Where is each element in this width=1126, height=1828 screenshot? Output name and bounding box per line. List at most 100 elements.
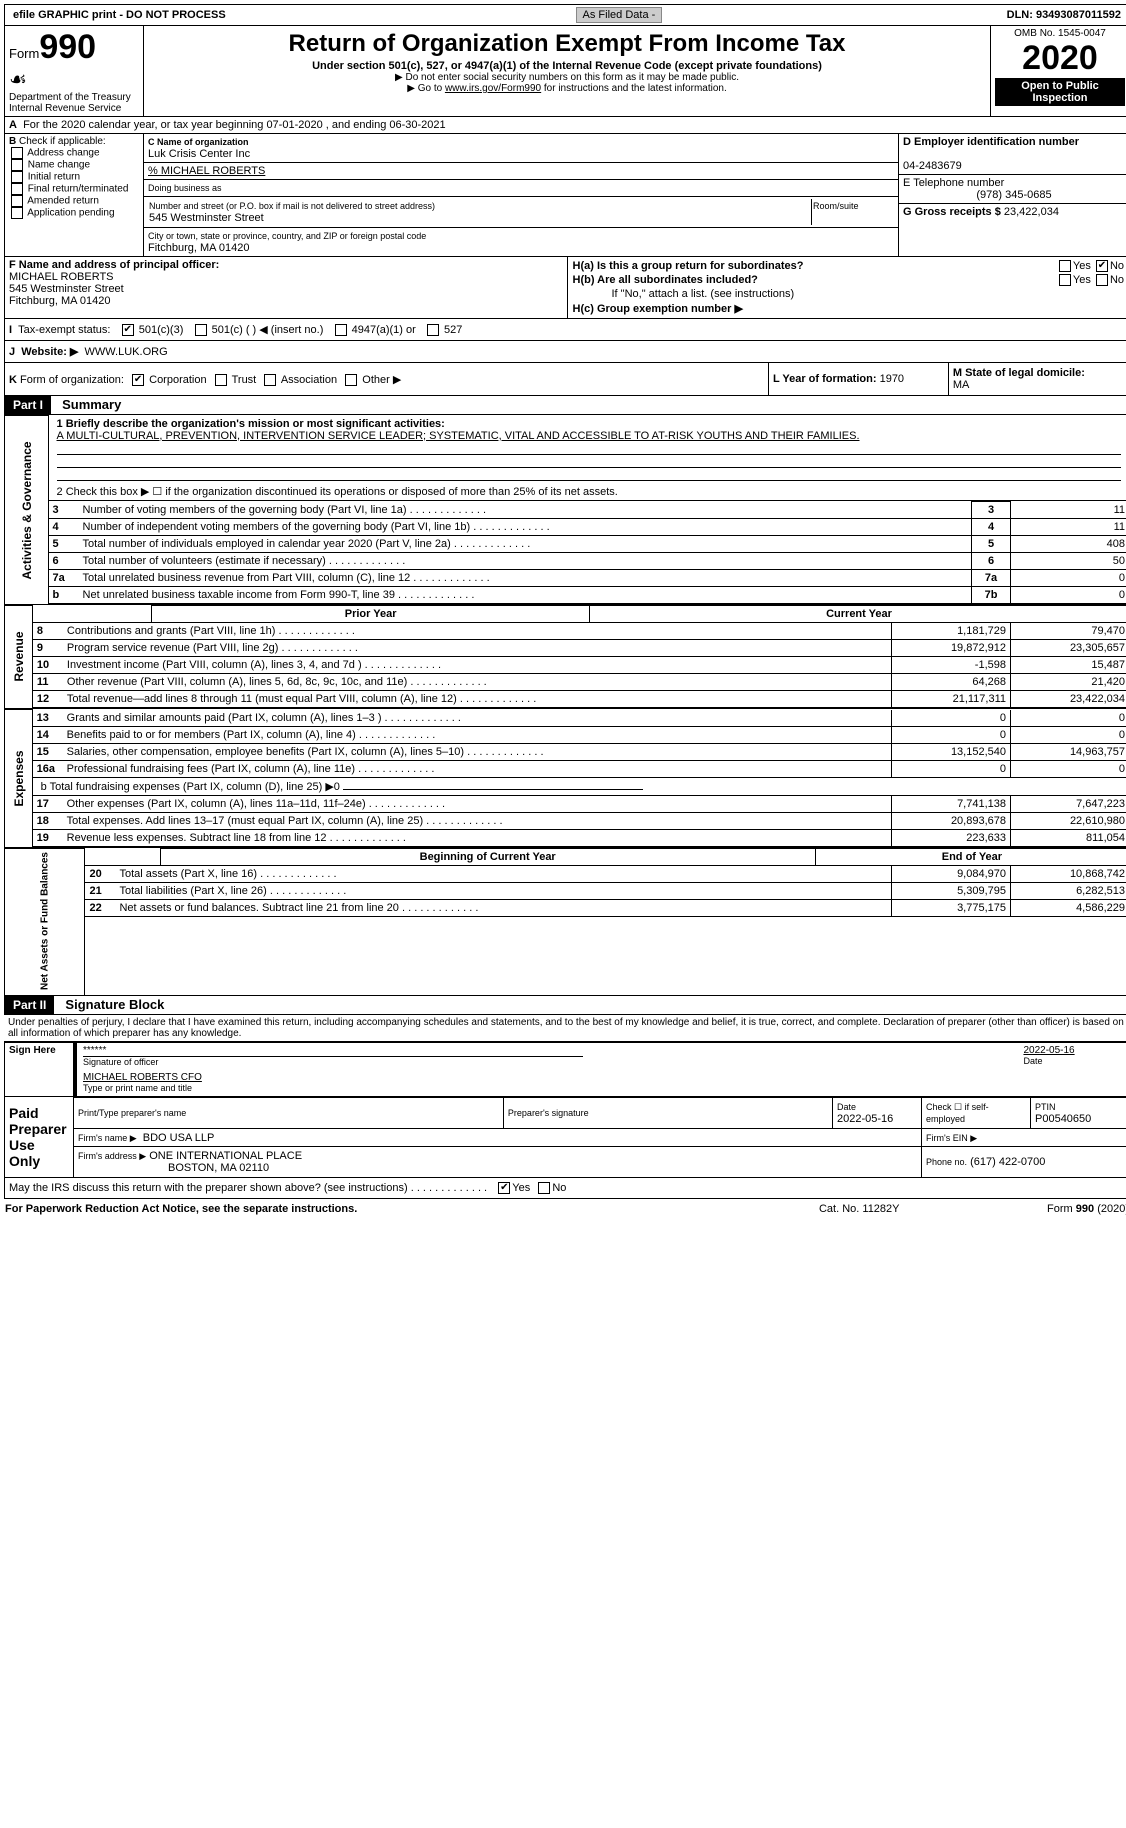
prior-value: -1,598 [892, 657, 1011, 674]
line-value: 11 [1011, 518, 1126, 535]
b-label: Check if applicable: [19, 136, 106, 147]
line-value: 408 [1011, 535, 1126, 552]
line-text: Revenue less expenses. Subtract line 18 … [63, 829, 892, 846]
line-text: Program service revenue (Part VIII, line… [63, 640, 892, 657]
current-value: 0 [1011, 726, 1126, 743]
line-text: Total number of volunteers (estimate if … [79, 552, 972, 569]
asfiled-button[interactable]: As Filed Data - [576, 7, 663, 23]
line-no: 5 [49, 535, 79, 552]
prior-value: 9,084,970 [892, 866, 1011, 883]
current-value: 4,586,229 [1011, 900, 1126, 917]
line-no: 12 [33, 691, 63, 708]
irs-link[interactable]: www.irs.gov/Form990 [445, 83, 541, 94]
line-text: Total revenue—add lines 8 through 11 (mu… [63, 691, 892, 708]
current-value: 0 [1011, 760, 1126, 777]
org-street: 545 Westminster Street [149, 212, 264, 224]
line-no: 8 [33, 623, 63, 640]
line-text: Total unrelated business revenue from Pa… [79, 569, 972, 586]
line-no: 15 [33, 743, 63, 760]
line-box: 6 [972, 552, 1011, 569]
line-text: Other expenses (Part IX, column (A), lin… [63, 796, 892, 813]
footer-left: For Paperwork Reduction Act Notice, see … [5, 1203, 357, 1215]
prior-value: 20,893,678 [892, 812, 1011, 829]
line-no: 22 [85, 900, 115, 917]
line-text: Net unrelated business taxable income fr… [79, 586, 972, 603]
efile-label: efile GRAPHIC print - DO NOT PROCESS [9, 7, 572, 23]
line-no: 6 [49, 552, 79, 569]
org-name: Luk Crisis Center Inc [148, 148, 250, 160]
phone-value: (978) 345-0685 [903, 189, 1125, 201]
g-label: G Gross receipts $ [903, 206, 1001, 218]
omb-label: OMB No. 1545-0047 [995, 28, 1125, 39]
current-value: 22,610,980 [1011, 812, 1126, 829]
line-value: 50 [1011, 552, 1126, 569]
perjury-text: Under penalties of perjury, I declare th… [4, 1015, 1126, 1041]
part-i-title: Summary [54, 397, 121, 412]
prior-value: 5,309,795 [892, 883, 1011, 900]
line-text: Contributions and grants (Part VIII, lin… [63, 623, 892, 640]
line-text: Benefits paid to or for members (Part IX… [63, 726, 892, 743]
line-no: 18 [33, 812, 63, 829]
line-text: Professional fundraising fees (Part IX, … [63, 760, 892, 777]
current-value: 6,282,513 [1011, 883, 1126, 900]
line-no: 11 [33, 674, 63, 691]
sidebar-revenue: Revenue [5, 605, 33, 709]
line-no: 10 [33, 657, 63, 674]
line-a: For the 2020 calendar year, or tax year … [23, 119, 446, 131]
current-value: 811,054 [1011, 829, 1126, 846]
gross-receipts: 23,422,034 [1004, 206, 1059, 218]
line-no: 17 [33, 796, 63, 813]
current-value: 14,963,757 [1011, 743, 1126, 760]
line-box: 4 [972, 518, 1011, 535]
line-text: Salaries, other compensation, employee b… [63, 743, 892, 760]
website-value: WWW.LUK.ORG [85, 346, 168, 358]
officer-name: MICHAEL ROBERTS CFO [83, 1072, 202, 1083]
prior-value: 0 [892, 760, 1011, 777]
sidebar-expenses: Expenses [5, 710, 33, 848]
current-value: 21,420 [1011, 674, 1126, 691]
sidebar-governance: Activities & Governance [5, 416, 49, 605]
line-text: Investment income (Part VIII, column (A)… [63, 657, 892, 674]
dept-label: Department of the Treasury Internal Reve… [9, 92, 139, 114]
part-ii-title: Signature Block [57, 997, 164, 1012]
prior-value: 223,633 [892, 829, 1011, 846]
footer-cat: Cat. No. 11282Y [770, 1199, 948, 1216]
line-text: Number of voting members of the governin… [79, 501, 972, 518]
line-no: 3 [49, 501, 79, 518]
line-no: 9 [33, 640, 63, 657]
line-no: 14 [33, 726, 63, 743]
form-subtitle: Under section 501(c), 527, or 4947(a)(1)… [148, 60, 986, 72]
line-box: 7a [972, 569, 1011, 586]
line-value: 0 [1011, 586, 1126, 603]
e-label: E Telephone number [903, 177, 1004, 189]
current-value: 15,487 [1011, 657, 1126, 674]
line-no: 20 [85, 866, 115, 883]
current-value: 10,868,742 [1011, 866, 1126, 883]
prior-value: 0 [892, 710, 1011, 727]
sign-here-label: Sign Here [5, 1042, 76, 1097]
sidebar-netassets: Net Assets or Fund Balances [5, 848, 85, 995]
prior-value: 19,872,912 [892, 640, 1011, 657]
footer-right: Form 990 (2020) [948, 1199, 1126, 1216]
note-link: ▶ Go to www.irs.gov/Form990 for instruct… [148, 83, 986, 94]
current-value: 7,647,223 [1011, 796, 1126, 813]
line-no: b [49, 586, 79, 603]
current-value: 0 [1011, 710, 1126, 727]
prior-value: 64,268 [892, 674, 1011, 691]
line-no: 21 [85, 883, 115, 900]
line-text: Total number of individuals employed in … [79, 535, 972, 552]
line-no: 4 [49, 518, 79, 535]
prior-value: 3,775,175 [892, 900, 1011, 917]
line-no: 19 [33, 829, 63, 846]
line-16b: b Total fundraising expenses (Part IX, c… [41, 781, 340, 793]
prior-value: 0 [892, 726, 1011, 743]
discuss-text: May the IRS discuss this return with the… [9, 1182, 408, 1194]
line-text: Total expenses. Add lines 13–17 (must eq… [63, 812, 892, 829]
prior-value: 13,152,540 [892, 743, 1011, 760]
line-box: 7b [972, 586, 1011, 603]
f-label: F Name and address of principal officer: [9, 259, 219, 271]
line-no: 13 [33, 710, 63, 727]
mission-text: A MULTI-CULTURAL, PREVENTION, INTERVENTI… [57, 430, 860, 442]
form-number: Form990 [9, 28, 139, 67]
line-value: 0 [1011, 569, 1126, 586]
